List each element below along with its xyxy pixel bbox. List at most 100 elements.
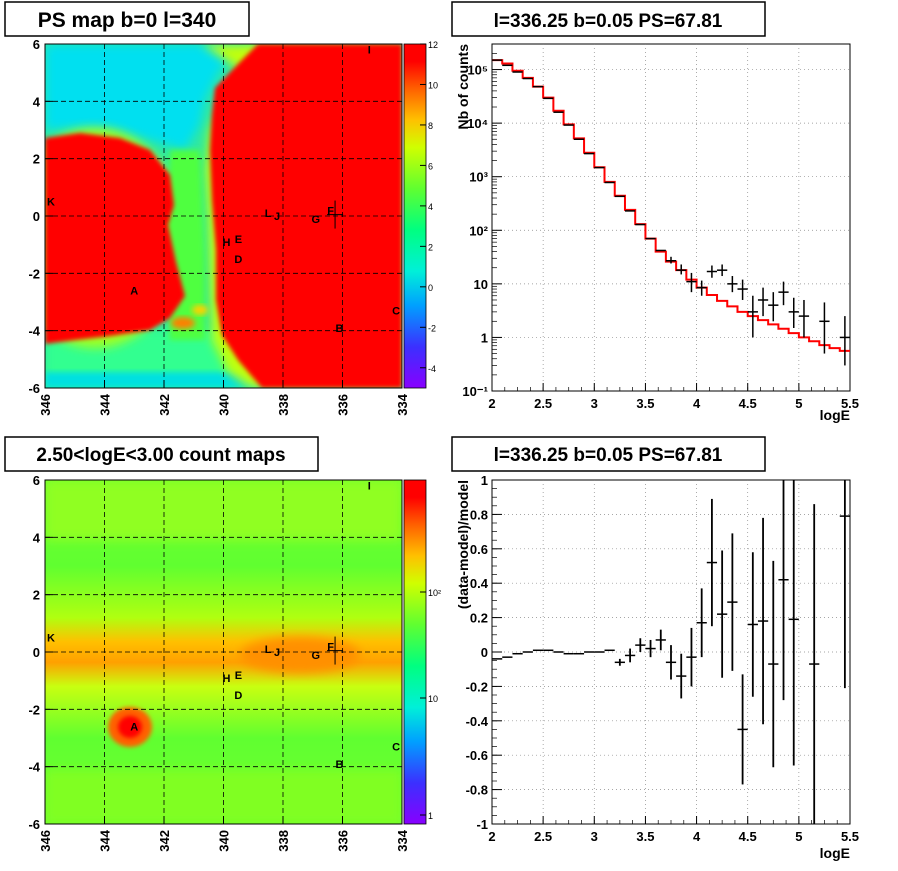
count-map-y-ticks: 6 4 2 0 -2 -4 -6	[28, 473, 53, 832]
spectrum-data-point	[788, 297, 799, 328]
ps-map-x-tick-label: 346	[38, 394, 53, 416]
count-map-x-tick-label: 344	[98, 829, 113, 851]
residuals-y-tick-label: 0	[481, 645, 488, 660]
residuals-x-tick-label: 5	[795, 829, 802, 844]
spectrum-data-point	[768, 292, 779, 322]
residual-point	[778, 480, 789, 701]
count-map-source-L: L	[265, 644, 272, 656]
ps-map-x-tick-label: 334	[395, 393, 410, 415]
residual-point	[727, 533, 738, 671]
ps-map-y-tick-label: 2	[33, 152, 40, 167]
ps-map-x-tick-label: 344	[98, 393, 113, 415]
ps-map-marker	[327, 200, 344, 229]
residual-point	[788, 480, 799, 766]
spectrum-y-ticks: 10⁻¹ 1 10 10² 10³ 10⁴ 10⁵	[462, 43, 502, 399]
count-map-source-E: E	[235, 670, 242, 682]
residuals-title-box: l=336.25 b=0.05 PS=67.81	[451, 436, 766, 472]
ps-map-colorbar-ticks: 12 10 8 6 4 2 0 -2 -4	[420, 40, 438, 374]
count-map-source-H: H	[222, 673, 230, 685]
count-map-marker	[327, 636, 344, 665]
ps-map-colorbar-tick-label: -2	[428, 323, 436, 333]
count-map-y-tick-label: -2	[28, 702, 40, 717]
ps-map-source-K: K	[47, 197, 55, 209]
count-map-x-tick-label: 346	[38, 830, 53, 852]
residuals-y-tick-label: 0.8	[470, 507, 488, 522]
ps-map-colorbar-tick-label: 4	[428, 202, 433, 212]
ps-map-colorbar-tick-label: 2	[428, 242, 433, 252]
residuals-x-tick-label: 5.5	[841, 829, 859, 844]
spectrum-title: l=336.25 b=0.05 PS=67.81	[494, 11, 723, 32]
spectrum-panel: l=336.25 b=0.05 PS=67.81 2 2.5 3 3.5 4 4.5 5 5.…	[451, 1, 859, 423]
ps-map-colorbar-tick-label: 0	[428, 283, 433, 293]
ps-map-grid	[45, 44, 402, 388]
ps-map-y-tick-label: -2	[28, 266, 40, 281]
count-map-colorbar-ticks: 10² 10 1	[420, 588, 441, 821]
ps-map-x-tick-label: 340	[217, 394, 232, 416]
spectrum-data-point	[778, 281, 789, 306]
spectrum-data-point	[757, 287, 769, 317]
residuals-title: l=336.25 b=0.05 PS=67.81	[494, 445, 723, 466]
count-map-y-tick-label: 4	[33, 530, 41, 545]
spectrum-y-tick-label: 10	[474, 277, 488, 292]
residual-point	[717, 550, 728, 678]
count-map-source-I: I	[368, 481, 371, 493]
spectrum-data-point	[839, 316, 850, 366]
count-map-panel: 2.50<logE<3.00 count maps I K L J GF H ED A C B 3…	[4, 436, 441, 852]
residuals-y-ticks: 1 0.8 0.6 0.4 0.2 0 -0.2 -0.4 -0.6 -0.8 -1	[466, 473, 502, 832]
residual-point	[809, 504, 820, 824]
ps-map-y-tick-label: 6	[33, 37, 40, 52]
spectrum-x-ticks: 2 2.5 3 3.5 4 4.5 5 5.5	[488, 383, 859, 411]
residuals-plot	[492, 480, 850, 824]
count-map-source-F: F	[327, 641, 334, 653]
ps-map-source-F: F	[327, 205, 334, 217]
ps-map-source-L: L	[265, 208, 272, 220]
count-map-colorbar-tick-label: 10	[428, 694, 438, 704]
count-map-y-tick-label: 0	[33, 645, 40, 660]
count-map-colorbar-tick-label: 1	[428, 811, 433, 821]
spectrum-x-tick-label: 5	[795, 396, 802, 411]
ps-map-source-C: C	[392, 306, 400, 318]
ps-map-source-A: A	[130, 286, 138, 298]
spectrum-data-point	[737, 279, 748, 300]
spectrum-y-tick-label: 10⁵	[467, 63, 488, 78]
count-map-y-tick-label: -6	[28, 817, 40, 832]
residual-point	[624, 648, 636, 663]
spectrum-data-point	[819, 302, 830, 354]
count-map-title-box: 2.50<logE<3.00 count maps	[4, 436, 319, 472]
count-map-source-labels: I K L J GF H ED A C B	[47, 481, 400, 771]
count-map-x-tick-label: 334	[395, 829, 410, 851]
spectrum-x-tick-label: 2	[488, 396, 495, 411]
ps-map-source-H: H	[222, 237, 230, 249]
spectrum-data-point	[717, 264, 728, 277]
spectrum-plot	[492, 59, 850, 366]
count-map-colorbar: 10² 10 1	[403, 479, 441, 825]
residual-point	[768, 560, 779, 768]
residuals-y-tick-label: -0.8	[466, 783, 488, 798]
spectrum-x-label: logE	[820, 407, 850, 423]
spectrum-x-tick-label: 3	[591, 396, 598, 411]
count-map-source-D: D	[234, 690, 242, 702]
spectrum-x-tick-label: 4	[693, 396, 701, 411]
ps-map-x-tick-label: 338	[276, 394, 291, 416]
residual-point	[686, 627, 697, 687]
residuals-x-tick-label: 2	[488, 829, 495, 844]
spectrum-x-tick-label: 2.5	[534, 396, 552, 411]
ps-map-title-box: PS map b=0 l=340	[4, 1, 250, 37]
count-map-x-tick-label: 342	[157, 830, 172, 852]
count-map-x-ticks: 346 344 342 340 338 336 334	[38, 816, 410, 852]
residual-point	[614, 658, 625, 666]
count-map-y-tick-label: 6	[33, 473, 40, 488]
residuals-x-tick-label: 4.5	[739, 829, 757, 844]
spectrum-y-tick-label: 10⁻¹	[462, 384, 488, 399]
ps-map-source-labels: I K L J GF H ED A C B	[47, 45, 400, 335]
ps-map-source-J: J	[274, 211, 280, 223]
ps-map-x-ticks: 346 344 342 340 338 336 334	[38, 380, 410, 416]
count-map-source-A: A	[130, 722, 138, 734]
spectrum-data-point	[727, 276, 738, 293]
ps-map-colorbar-tick-label: 12	[428, 40, 438, 50]
residuals-x-tick-label: 3	[591, 829, 598, 844]
spectrum-title-box: l=336.25 b=0.05 PS=67.81	[451, 1, 766, 37]
ps-map-colorbar-tick-label: -4	[428, 364, 436, 374]
